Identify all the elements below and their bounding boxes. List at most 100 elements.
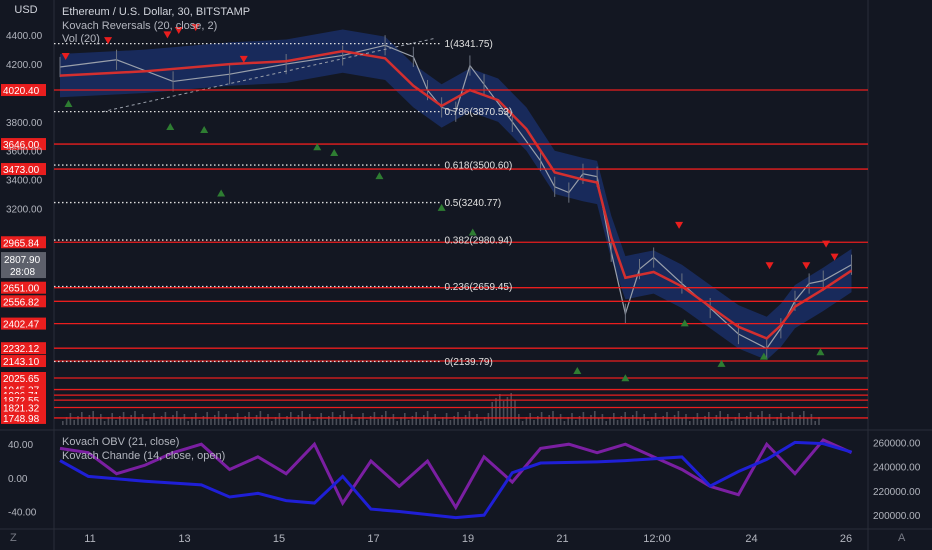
volume-bar <box>320 413 322 425</box>
level-price-tag <box>1 411 46 424</box>
volume-bar <box>738 413 740 425</box>
y-tick-label: 3200.00 <box>6 204 43 215</box>
level-price-label: 2025.65 <box>3 374 40 385</box>
volume-bar <box>787 416 790 425</box>
volume-bar <box>210 419 212 425</box>
volume-bar <box>590 415 592 425</box>
moving-average-line <box>59 49 853 340</box>
volume-bar <box>772 421 775 425</box>
fib-level-label: 0.618(3500.60) <box>444 161 512 172</box>
volume-bar <box>521 421 524 425</box>
x-tick-label: 11 <box>84 533 95 545</box>
level-price-label: 2651.00 <box>3 284 40 295</box>
level-price-tag <box>1 317 46 330</box>
volume-bar <box>305 418 307 425</box>
volume-bar <box>806 418 809 425</box>
x-tick-label: 24 <box>745 533 757 545</box>
volume-bar <box>141 414 144 425</box>
volume-bar <box>605 421 607 425</box>
volume-bar <box>810 414 813 425</box>
volume-bar <box>153 413 155 425</box>
reversal-down-marker <box>61 52 70 60</box>
obv-series-line <box>59 440 852 520</box>
volume-bar <box>571 413 573 425</box>
volume-bar <box>278 413 281 425</box>
volume-bar <box>563 421 566 425</box>
volume-bar <box>453 416 455 425</box>
volume-bar <box>411 416 414 425</box>
volume-bar <box>240 420 243 425</box>
level-price-tag <box>1 236 46 249</box>
reversal-up-marker <box>573 367 582 375</box>
volume-bar <box>195 413 197 425</box>
volume-bar <box>529 413 531 425</box>
current-price-countdown: 28:08 <box>10 267 35 278</box>
indicator-vol-label[interactable]: Vol (20) <box>62 33 100 45</box>
volume-bar <box>84 419 87 425</box>
reversal-up-marker <box>680 319 689 327</box>
volume-bar <box>768 414 771 425</box>
volume-bar <box>202 416 205 425</box>
volume-bar <box>293 419 296 425</box>
timezone-button[interactable]: Z <box>10 532 17 544</box>
level-price-label: 4020.40 <box>3 86 40 97</box>
volume-bar <box>252 419 254 425</box>
volume-bar <box>689 421 691 425</box>
volume-bar <box>297 415 300 425</box>
volume-bar <box>784 420 786 425</box>
volume-bar <box>461 419 463 425</box>
volume-bar <box>715 415 718 425</box>
volume-bar <box>525 417 528 425</box>
volume-bar <box>742 420 744 425</box>
current-price-value: 2807.90 <box>4 255 41 266</box>
volume-bar <box>358 417 360 425</box>
y-tick-label: 3800.00 <box>6 118 43 129</box>
volume-bar <box>556 418 558 425</box>
fib-level-label: 0.786(3870.53) <box>444 107 512 118</box>
x-tick-label: 21 <box>556 533 568 545</box>
volume-bar <box>597 418 600 425</box>
reversal-up-marker <box>759 352 768 360</box>
x-tick-label: 13 <box>178 533 190 545</box>
reversal-up-marker <box>64 99 73 107</box>
volume-bar <box>438 421 440 425</box>
volume-bar <box>495 398 497 425</box>
reversal-up-marker <box>816 348 825 356</box>
volume-bar <box>734 417 737 425</box>
volume-bar <box>347 418 349 425</box>
volume-bar <box>533 420 535 425</box>
x-tick-label: 26 <box>840 533 852 545</box>
reversal-up-marker <box>468 228 477 236</box>
volume-bar <box>567 417 569 425</box>
x-tick-label: 12:00 <box>643 533 671 545</box>
volume-bar <box>430 418 433 425</box>
volume-bar <box>149 417 151 425</box>
volume-bar <box>491 402 493 425</box>
volume-bar <box>544 419 547 425</box>
indicator-reversals-label[interactable]: Kovach Reversals (20, close, 2) <box>62 20 218 32</box>
reversal-down-marker <box>765 262 774 270</box>
level-price-label: 1748.98 <box>3 414 40 425</box>
volume-bar <box>115 420 117 425</box>
volume-bar <box>651 417 653 425</box>
indicator-obv-label[interactable]: Kovach OBV (21, close) <box>62 436 180 448</box>
volume-bar <box>396 421 398 425</box>
volume-bar <box>472 418 474 425</box>
level-price-tag <box>1 281 46 294</box>
level-price-label: 2232.12 <box>3 344 40 355</box>
volume-bar <box>309 414 311 425</box>
auto-scale-button[interactable]: A <box>898 532 906 544</box>
y-tick-label: 4200.00 <box>6 60 43 71</box>
volume-bar <box>191 417 193 425</box>
currency-label[interactable]: USD <box>14 4 38 16</box>
reversal-up-marker <box>375 172 384 180</box>
volume-bar <box>616 420 619 425</box>
volume-bar <box>377 419 379 425</box>
level-price-label: 2965.84 <box>3 238 40 249</box>
volume-bar <box>506 397 509 425</box>
volume-bar <box>692 417 695 425</box>
level-price-label: 2556.82 <box>3 297 40 308</box>
volume-bar <box>487 413 490 425</box>
indicator-chande-label[interactable]: Kovach Chande (14, close, open) <box>62 450 226 462</box>
